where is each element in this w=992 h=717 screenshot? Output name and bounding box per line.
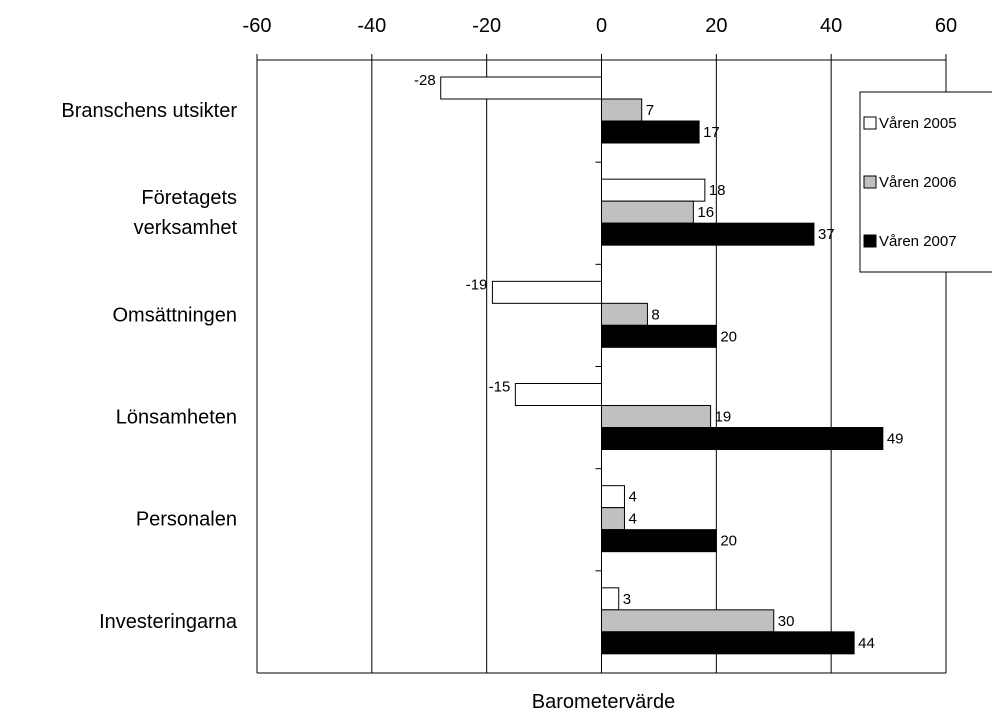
bar (514, 383, 602, 406)
category-label: Investeringarna (99, 611, 238, 633)
legend-box (859, 91, 992, 273)
legend-label: Våren 2006 (879, 174, 957, 191)
data-label: 20 (720, 328, 737, 345)
x-tick-label: -60 (243, 15, 272, 37)
category-label: Personalen (136, 509, 237, 531)
legend-swatch (863, 116, 877, 130)
data-label: 30 (778, 613, 795, 630)
bar (601, 120, 700, 144)
data-label: 19 (715, 409, 732, 426)
data-label: 17 (703, 124, 720, 141)
legend-label: Våren 2005 (879, 115, 957, 132)
bar (601, 302, 648, 326)
legend: Våren 2005 Våren 2006 Våren 2007 (859, 91, 992, 273)
category-label: Lönsamheten (116, 407, 237, 429)
bar (601, 427, 884, 450)
legend-label: Våren 2007 (879, 233, 957, 250)
data-label: 7 (646, 102, 654, 119)
labels-layer: Branschens utsikter Företagets verksamhet O… (61, 72, 903, 652)
x-axis-title: Barometervärde (532, 691, 675, 713)
category-label: Företagets verksamhet (134, 187, 238, 239)
data-label: 3 (623, 591, 631, 608)
bars-layer (440, 76, 884, 655)
data-label: -28 (414, 72, 436, 89)
bar (601, 609, 775, 633)
data-label: 4 (628, 489, 636, 506)
data-label: -15 (489, 379, 511, 396)
data-label: 49 (887, 431, 904, 448)
x-tick-label: 60 (935, 15, 957, 37)
data-label: 8 (651, 306, 659, 323)
data-label: 16 (697, 204, 714, 221)
bar (601, 631, 855, 655)
x-tick-label: -40 (357, 15, 386, 37)
bar (601, 222, 815, 246)
bar (491, 280, 602, 304)
bar (601, 324, 717, 348)
bar (601, 587, 620, 611)
legend-swatch (863, 234, 877, 248)
x-tick-label: 0 (596, 15, 607, 37)
data-label: 20 (720, 533, 737, 550)
x-tick-label: 20 (705, 15, 727, 37)
x-tick-label: 40 (820, 15, 842, 37)
bar (601, 529, 717, 553)
bar (440, 76, 602, 100)
bar (601, 200, 694, 224)
bar (601, 507, 625, 531)
x-tick-label: -20 (472, 15, 501, 37)
category-label: Omsättningen (112, 304, 237, 326)
data-label: 37 (818, 226, 835, 243)
data-label: 44 (858, 635, 875, 652)
bar (601, 98, 643, 122)
bar (601, 178, 706, 202)
bar (601, 485, 625, 509)
legend-swatch (863, 175, 877, 189)
category-label: Branschens utsikter (61, 100, 237, 122)
bar (601, 405, 712, 428)
axis-layer: -60 -40 -20 0 20 40 60 (243, 15, 957, 674)
data-label: -19 (466, 276, 488, 293)
data-label: 4 (628, 511, 636, 528)
data-label: 18 (709, 182, 726, 199)
